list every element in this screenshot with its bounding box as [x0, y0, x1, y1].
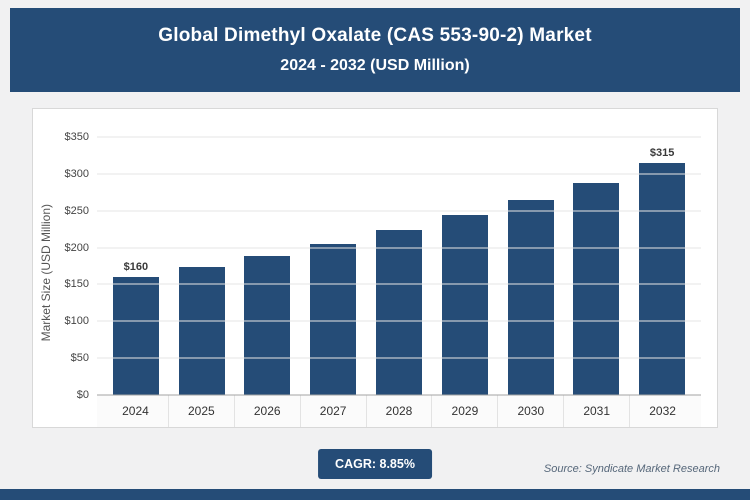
x-label-2026: 2026	[233, 395, 300, 427]
chart-header: Global Dimethyl Oxalate (CAS 553-90-2) M…	[10, 8, 740, 92]
x-axis-baseline	[97, 394, 701, 396]
cagr-badge: CAGR: 8.85%	[318, 449, 432, 479]
chart-title-line2: 2024 - 2032 (USD Million)	[280, 57, 470, 74]
x-label-2027: 2027	[299, 395, 366, 427]
bar-column-2024: $160	[103, 137, 169, 395]
bar-2031	[573, 182, 620, 395]
x-label-2032: 2032	[629, 395, 695, 427]
y-tick-label: $300	[64, 167, 89, 180]
y-axis-title: Market Size (USD Million)	[39, 204, 53, 342]
bar-column-2029	[432, 137, 498, 395]
gridline	[97, 136, 701, 138]
x-label-2025: 2025	[167, 395, 234, 427]
bar-column-2030	[498, 137, 564, 395]
chart-title-line1: Global Dimethyl Oxalate (CAS 553-90-2) M…	[158, 25, 592, 46]
y-tick-label: $350	[64, 131, 89, 143]
bar-2029	[441, 215, 488, 395]
gridline	[97, 247, 701, 249]
bar-2024	[112, 277, 159, 395]
chart-panel: Market Size (USD Million) $0 $50 $100 $150 $…	[32, 108, 718, 428]
bar-column-2032: $315	[629, 137, 695, 395]
bar-value-label-2024: $160	[123, 261, 149, 274]
x-label-2031: 2031	[563, 395, 629, 427]
x-label-2028: 2028	[365, 395, 432, 427]
y-tick-label: $200	[64, 241, 89, 254]
gridline	[97, 210, 701, 212]
gridline	[97, 357, 701, 359]
bar-column-2031	[563, 137, 629, 395]
gridline	[97, 173, 701, 175]
bar-2025	[178, 267, 225, 395]
y-tick-label: $250	[64, 204, 89, 217]
bar-value-label-2032: $315	[649, 146, 675, 159]
bar-2032	[639, 162, 686, 395]
y-tick-label: $100	[64, 315, 89, 328]
bar-2028	[376, 229, 423, 395]
y-axis-ticks: $0 $50 $100 $150 $200 $250 $300 $350	[55, 131, 97, 401]
bar-2026	[244, 255, 291, 395]
x-label-2030: 2030	[497, 395, 563, 427]
bar-column-2025	[169, 137, 235, 395]
y-tick-label: $150	[64, 278, 89, 291]
y-tick-label: $50	[70, 352, 89, 365]
bar-2027	[310, 243, 357, 395]
footer-bar	[0, 489, 750, 500]
y-tick-label: $0	[76, 389, 89, 401]
x-axis: 2024 2025 2026 2027 2028 2029 2030 2031 2032	[97, 395, 701, 427]
x-label-2029: 2029	[431, 395, 497, 427]
chart-body: $0 $50 $100 $150 $200 $250 $300 $350 $160 $315 2…	[55, 119, 701, 427]
plot-area: $160 $315	[97, 136, 701, 396]
source-text: Source: Syndicate Market Research	[543, 463, 720, 475]
gridline	[97, 283, 701, 285]
bar-column-2028	[366, 137, 432, 395]
bar-2030	[507, 199, 554, 395]
bar-column-2026	[235, 137, 301, 395]
bars-container: $160 $315	[97, 137, 701, 395]
x-label-2024: 2024	[122, 404, 149, 418]
bar-column-2027	[300, 137, 366, 395]
plot-row: $0 $50 $100 $150 $200 $250 $300 $350 $160 $315	[55, 119, 701, 401]
gridline	[97, 320, 701, 322]
